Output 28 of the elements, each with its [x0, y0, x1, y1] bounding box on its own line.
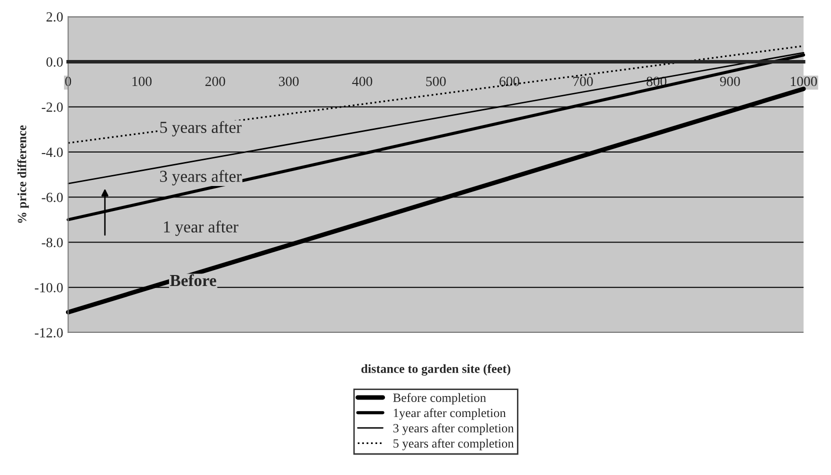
y-tick-label: -6.0	[42, 192, 63, 202]
legend-label: 3 years after completion	[393, 424, 514, 435]
y-tick-label: -2.0	[42, 102, 63, 112]
annotation: 3 years after	[160, 170, 242, 186]
x-tick-label: 400	[352, 76, 372, 86]
x-tick-label: 500	[426, 76, 446, 86]
x-tick-label: 0	[65, 76, 72, 86]
y-tick-label: -10.0	[34, 282, 63, 292]
x-tick-label: 200	[205, 76, 226, 86]
annotation: Before	[170, 274, 216, 286]
y-tick-label: -8.0	[42, 238, 63, 248]
x-tick-label: 1000	[790, 76, 817, 86]
legend-label: 5 years after completion	[394, 438, 514, 450]
y-tick-label: -12.0	[34, 328, 63, 338]
x-tick-label: 900	[720, 76, 740, 86]
y-tick-label: 0.0	[46, 57, 63, 67]
x-tick-label: 100	[132, 76, 152, 86]
x-tick-label: 300	[279, 76, 299, 86]
y-tick-label: 2.0	[46, 12, 63, 22]
y-axis-title: % price difference	[17, 125, 29, 223]
x-axis-title: distance to garden site (feet)	[361, 364, 510, 376]
annotation: 5 years after	[160, 121, 242, 136]
annotation: 1 year after	[164, 220, 238, 236]
y-tick-label: -4.0	[42, 148, 63, 158]
legend-label: 1year after completion	[394, 408, 506, 420]
legend-label: Before completion	[393, 393, 486, 405]
x-tick-label: 700	[573, 76, 593, 86]
x-tick-label: 600	[500, 76, 520, 86]
